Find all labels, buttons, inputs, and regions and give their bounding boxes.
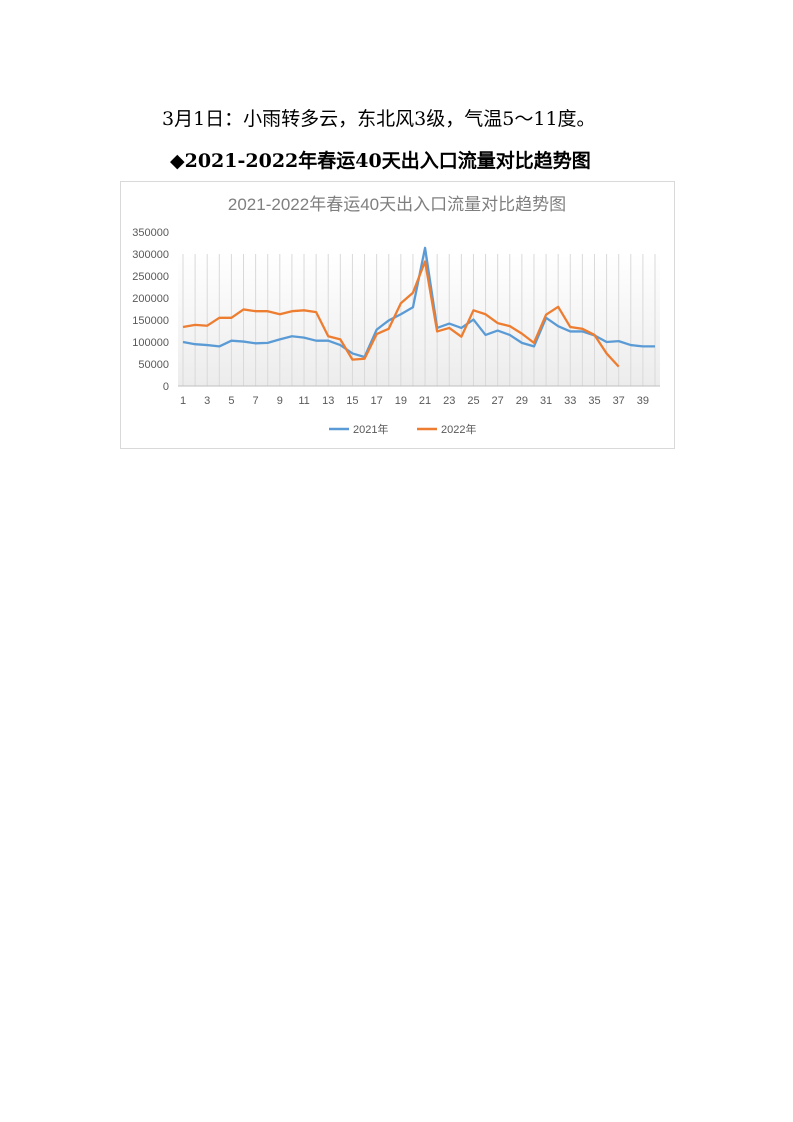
x-tick-label: 13 [322, 395, 334, 407]
y-tick-label: 0 [163, 381, 169, 393]
weather-line: 3月1日：小雨转多云，东北风3级，气温5～11度。 [162, 108, 596, 130]
chart-title: 2021-2022年春运40天出入口流量对比趋势图 [228, 195, 566, 214]
legend: 2021年 2022年 [329, 422, 476, 436]
x-tick-label: 7 [253, 395, 259, 407]
y-tick-label: 300000 [132, 249, 169, 261]
y-tick-label: 250000 [132, 271, 169, 283]
x-tick-label: 31 [540, 395, 552, 407]
x-tick-label: 1 [180, 395, 186, 407]
x-tick-label: 29 [516, 395, 528, 407]
x-tick-label: 15 [346, 395, 358, 407]
x-tick-label: 9 [277, 395, 283, 407]
legend-label: 2022年 [441, 422, 476, 436]
x-tick-label: 27 [492, 395, 504, 407]
x-tick-label: 19 [395, 395, 407, 407]
x-tick-label: 23 [443, 395, 455, 407]
x-tick-label: 3 [204, 395, 210, 407]
y-tick-label: 50000 [138, 359, 169, 371]
chart-heading: ◆2021-2022年春运40天出入口流量对比趋势图 [170, 150, 591, 172]
x-tick-label: 5 [228, 395, 234, 407]
chart-svg: 2021-2022年春运40天出入口流量对比趋势图 05000010000015… [132, 195, 660, 436]
y-tick-label: 100000 [132, 337, 169, 349]
x-tick-label: 11 [298, 395, 309, 407]
y-tick-label: 200000 [132, 293, 169, 305]
x-tick-label: 37 [613, 395, 625, 407]
x-tick-label: 17 [371, 395, 383, 407]
y-tick-label: 150000 [132, 315, 169, 327]
x-tick-label: 25 [467, 395, 479, 407]
line-chart: 2021-2022年春运40天出入口流量对比趋势图 0 50000 100000 15… [120, 181, 675, 449]
x-tick-label: 39 [637, 395, 649, 407]
x-tick-label: 35 [588, 395, 600, 407]
x-tick-label: 21 [419, 395, 431, 407]
legend-label: 2021年 [353, 422, 388, 436]
x-tick-label: 33 [564, 395, 576, 407]
y-tick-label: 350000 [132, 227, 169, 239]
